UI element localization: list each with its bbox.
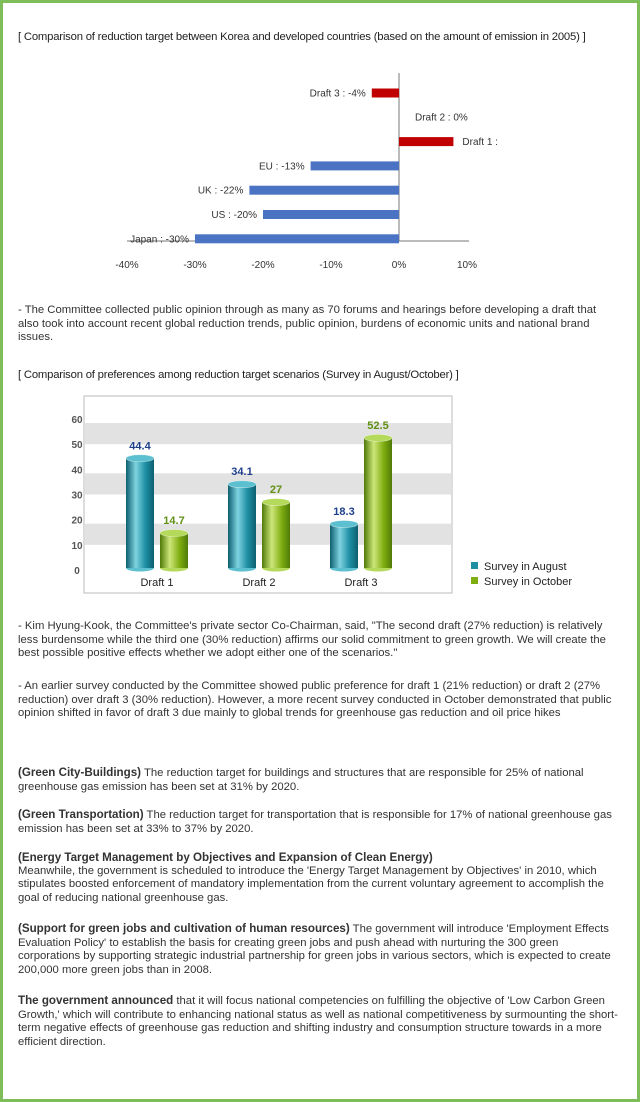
bar-october-3-top — [363, 434, 393, 442]
y-tick-label: 0 — [74, 566, 80, 577]
block-green-transport-title: (Green Transportation) — [18, 808, 144, 821]
bar-japan — [195, 234, 399, 244]
x-tick-label: -40% — [115, 260, 138, 271]
y-tick-label: 10 — [71, 541, 83, 552]
block-green-city: (Green City-Buildings) The reduction tar… — [18, 766, 618, 794]
bar-august-1-body — [126, 458, 154, 568]
bar-us — [263, 210, 399, 219]
grid-band — [85, 423, 451, 445]
block-green-city-title: (Green City-Buildings) — [18, 766, 142, 779]
block-green-jobs: (Support for green jobs and cultivation … — [18, 922, 618, 977]
y-tick-label: 40 — [71, 465, 83, 476]
paragraph-earlier-survey: - An earlier survey conducted by the Com… — [18, 680, 612, 719]
legend-label-august: Survey in August — [484, 561, 567, 573]
data-label-october: 27 — [270, 484, 282, 496]
x-category-label: Draft 2 — [242, 577, 275, 589]
x-category-label: Draft 3 — [344, 577, 377, 589]
bar-august-2-top — [227, 480, 257, 488]
bar-october-1-top — [159, 529, 189, 537]
y-tick-label: 20 — [71, 516, 83, 527]
y-tick-label: 60 — [71, 415, 83, 426]
x-category-label: Draft 1 — [140, 577, 173, 589]
x-tick-label: 10% — [457, 260, 477, 271]
block-energy-target-text: Meanwhile, the government is scheduled t… — [18, 864, 604, 904]
bar-august-2-body — [228, 484, 256, 568]
bar-label: Draft 3 : -4% — [310, 89, 366, 100]
block-energy-target-title: (Energy Target Management by Objectives … — [18, 851, 433, 864]
bar-october-1 — [159, 529, 189, 572]
block-energy-target: (Energy Target Management by Objectives … — [18, 851, 618, 905]
bar-august-3 — [329, 520, 359, 572]
bar-october-1-body — [160, 533, 188, 568]
preference-survey-chart: 0 10 20 30 40 50 60 44.4 14.7 Draft 1 34.1 27 Draft … — [71, 395, 572, 594]
legend-swatch-august — [471, 562, 478, 569]
bar-label: US : -20% — [211, 210, 257, 221]
data-label-august: 34.1 — [231, 466, 252, 478]
paragraph-kim-quote: - Kim Hyung-Kook, the Committee's privat… — [18, 620, 606, 659]
reduction-target-chart: Draft 3 : -4% Draft 2 : 0% Draft 1 : 8% EU … — [115, 73, 500, 271]
bar-label: Draft 2 : 0% — [415, 112, 468, 123]
x-tick-label: -10% — [319, 260, 342, 271]
bar-august-1-top — [125, 454, 155, 463]
x-tick-label: -30% — [183, 260, 206, 271]
x-tick-label: -20% — [251, 260, 274, 271]
grid-band — [85, 473, 451, 495]
bar-eu — [310, 161, 399, 171]
block-green-jobs-text: The government will introduce 'Employmen… — [18, 923, 611, 976]
block-green-city-text: The reduction target for buildings and s… — [18, 767, 584, 793]
bar-october-2-top — [261, 498, 291, 506]
bar-october-2-body — [262, 502, 290, 568]
bar-label: Draft 1 : 8% — [462, 137, 500, 148]
block-government-announced-title: The government announced — [18, 994, 174, 1007]
bar-label: EU : -13% — [259, 161, 305, 172]
bar-october-2 — [261, 498, 291, 572]
block-government-announced: The government announced that it will fo… — [18, 994, 618, 1049]
chart2-heading: [ Comparison of preferences among reduct… — [18, 369, 459, 381]
bar-label: UK : -22% — [198, 186, 244, 197]
legend-swatch-october — [471, 577, 478, 584]
data-label-august: 44.4 — [129, 440, 151, 452]
bar-august-2 — [227, 480, 257, 572]
bar-draft-1 — [399, 137, 454, 147]
bar-october-3-body — [364, 437, 392, 568]
data-label-august: 18.3 — [333, 506, 354, 518]
bar-august-3-body — [330, 523, 358, 568]
bar-october-3 — [363, 434, 393, 572]
y-tick-label: 30 — [71, 491, 83, 502]
paragraph-forums: - The Committee collected public opinion… — [18, 304, 597, 343]
y-tick-label: 50 — [71, 440, 83, 451]
bar-uk — [249, 185, 399, 195]
legend-label-october: Survey in October — [484, 576, 572, 588]
data-label-october: 14.7 — [163, 515, 184, 527]
block-green-jobs-title: (Support for green jobs and cultivation … — [18, 922, 350, 935]
bar-august-3-top — [329, 520, 359, 528]
bar-label: Japan : -30% — [130, 234, 189, 245]
chart1-heading: [ Comparison of reduction target between… — [18, 31, 586, 43]
block-green-transport-text: The reduction target for transportation … — [18, 809, 612, 835]
data-label-october: 52.5 — [367, 420, 388, 432]
block-government-announced-text: that it will focus national competencies… — [18, 995, 618, 1048]
x-tick-label: 0% — [392, 260, 407, 271]
block-green-transport: (Green Transportation) The reduction tar… — [18, 808, 618, 836]
bar-august-1 — [125, 454, 155, 572]
bar-draft-3 — [371, 88, 399, 98]
